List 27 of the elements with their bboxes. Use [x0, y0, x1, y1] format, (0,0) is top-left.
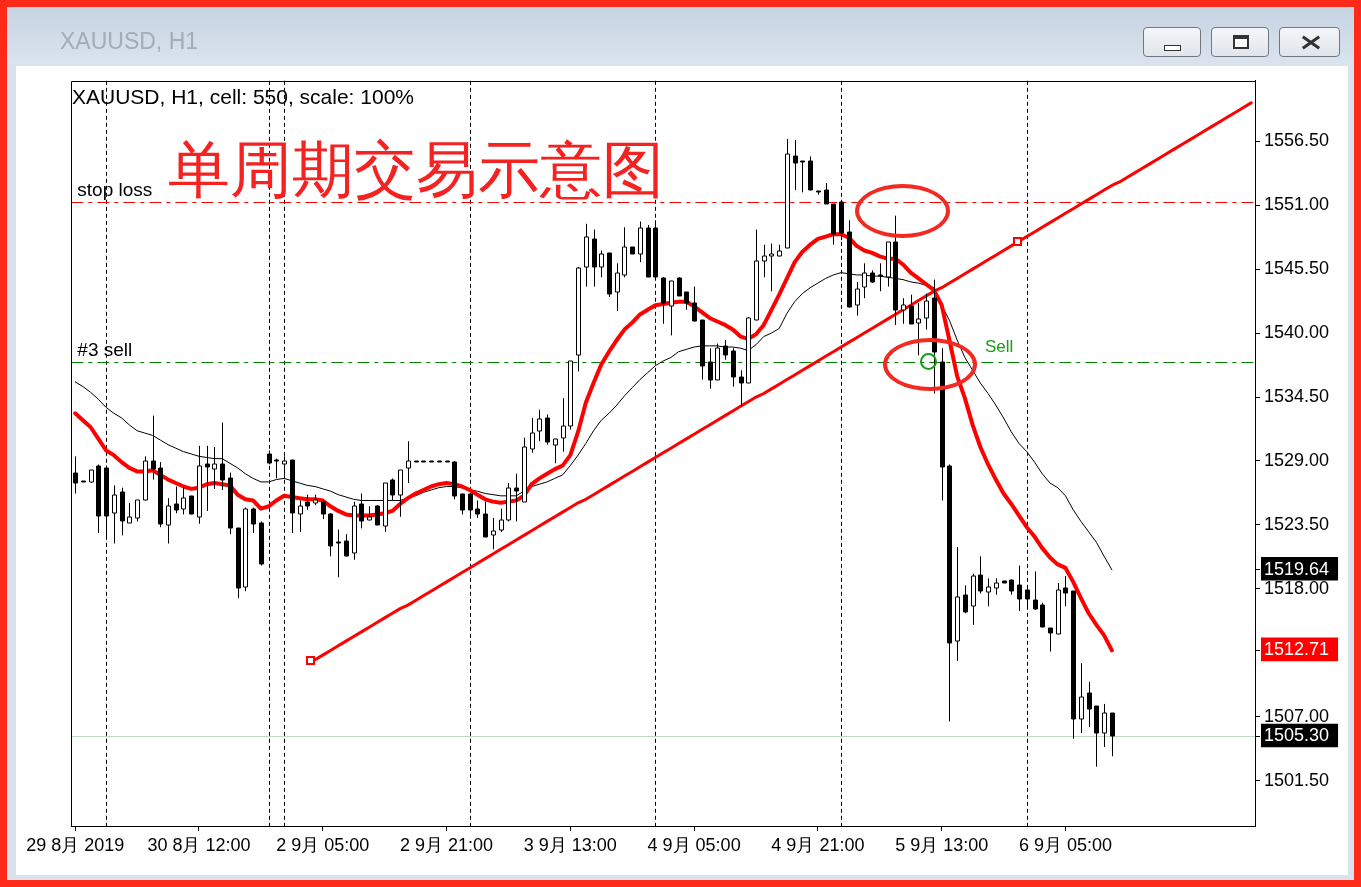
y-tick-label: 1507.00: [1264, 705, 1330, 726]
x-tick-label: 6 9月 05:00: [1018, 834, 1112, 855]
y-tick-label: 1512.71: [1264, 639, 1330, 660]
y-tick-label: 1540.00: [1264, 322, 1330, 343]
text: 单周期交易示意图: [168, 132, 664, 208]
y-tick-label: 1523.50: [1264, 513, 1330, 534]
x-tick-label: 29 8月 2019: [26, 834, 125, 855]
y-tick-label: 1556.50: [1264, 130, 1330, 151]
x-tick-label: 4 9月 21:00: [771, 834, 865, 855]
chart-subtitle: XAUUSD, H1, cell: 550, scale: 100%: [72, 85, 414, 109]
ref-line-label: stop loss: [77, 178, 153, 200]
y-tick-label: 1505.30: [1264, 725, 1330, 746]
annotation: Sell: [985, 337, 1014, 357]
y-tick-label: 1551.00: [1264, 194, 1330, 215]
x-tick-label: 2 9月 05:00: [276, 834, 370, 855]
y-tick-label: 1519.64: [1264, 558, 1330, 579]
y-tick-label: 1534.50: [1264, 385, 1330, 406]
x-tick-label: 3 9月 13:00: [523, 834, 617, 855]
x-tick-label: 5 9月 13:00: [895, 834, 989, 855]
y-tick-label: 1529.00: [1264, 449, 1330, 470]
x-tick-label: 4 9月 05:00: [647, 834, 741, 855]
y-tick-label: 1545.50: [1264, 258, 1330, 279]
x-tick-label: 30 8月 12:00: [147, 834, 251, 855]
y-tick-label: 1501.50: [1264, 769, 1330, 790]
ref-line-label: #3 sell: [77, 338, 133, 360]
x-tick-label: 2 9月 21:00: [400, 834, 494, 855]
y-tick-label: 1518.00: [1264, 577, 1330, 598]
